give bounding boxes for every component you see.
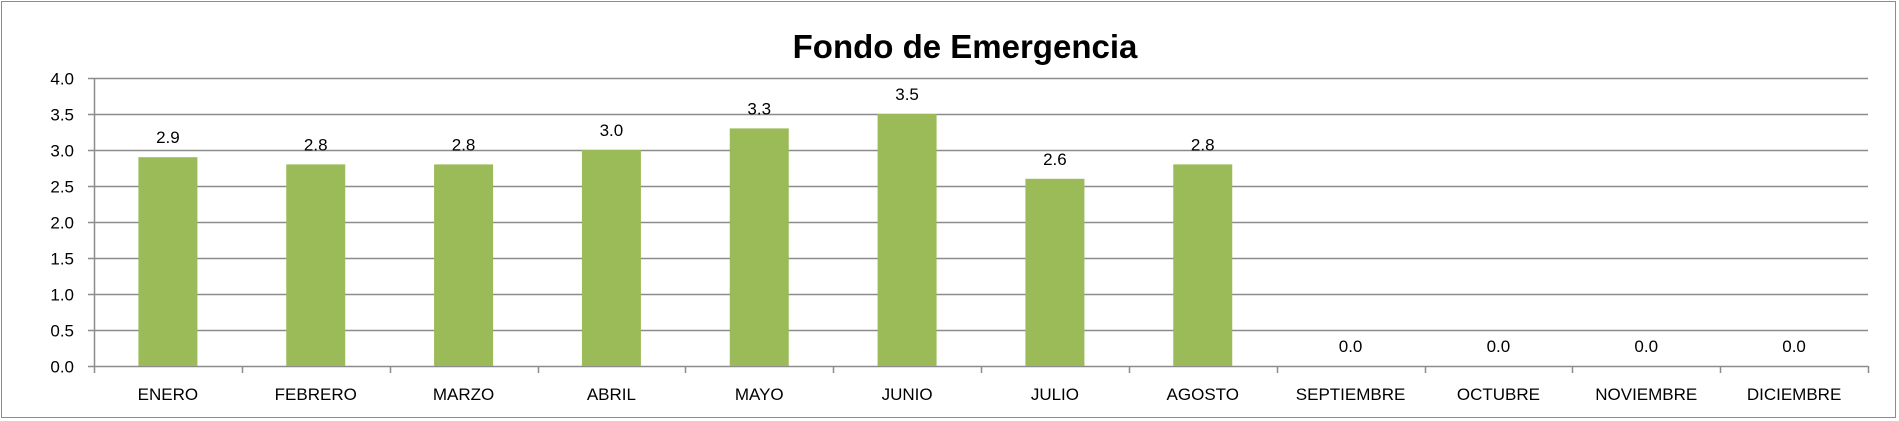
y-tick-label: 3.0	[50, 142, 74, 161]
data-label-noviembre: 0.0	[1634, 337, 1658, 356]
labels: 0.0 0.5 1.0 1.5 2.0 2.5 3.0 3.5 4.0 2.9 ENERO 2.8 FE…	[50, 70, 1841, 405]
x-tick-label-diciembre: DICIEMBRE	[1747, 385, 1841, 404]
y-tick-label: 0.0	[50, 358, 74, 377]
y-tick-label: 2.5	[50, 178, 74, 197]
y-tick-label: 1.0	[50, 286, 74, 305]
bar-agosto	[1173, 164, 1233, 366]
data-label-marzo: 2.8	[452, 135, 476, 154]
x-tick-label-abril: ABRIL	[587, 385, 636, 404]
x-tick-label-enero: ENERO	[138, 385, 198, 404]
data-label-diciembre: 0.0	[1782, 337, 1806, 356]
bar-mayo	[729, 128, 789, 366]
data-label-junio: 3.5	[895, 85, 919, 104]
y-tick-label: 4.0	[50, 70, 74, 89]
bars	[138, 114, 1233, 366]
y-tick-label: 3.5	[50, 106, 74, 125]
x-tick-label-septiembre: SEPTIEMBRE	[1296, 385, 1406, 404]
x-tick-label-febrero: FEBRERO	[275, 385, 357, 404]
bar-enero	[138, 157, 198, 366]
axes	[93, 78, 1870, 373]
bar-junio	[877, 114, 937, 366]
x-tick-label-noviembre: NOVIEMBRE	[1595, 385, 1697, 404]
data-label-septiembre: 0.0	[1339, 337, 1363, 356]
data-label-febrero: 2.8	[304, 135, 328, 154]
data-label-julio: 2.6	[1043, 150, 1067, 169]
x-tick-label-marzo: MARZO	[433, 385, 494, 404]
y-tick-label: 2.0	[50, 214, 74, 233]
x-tick-label-agosto: AGOSTO	[1167, 385, 1239, 404]
grid-lines	[88, 77, 1868, 368]
chart-title: Fondo de Emergencia	[793, 28, 1138, 65]
bar-abril	[581, 150, 641, 366]
x-tick-label-julio: JULIO	[1031, 385, 1079, 404]
data-label-mayo: 3.3	[747, 99, 771, 118]
data-label-agosto: 2.8	[1191, 135, 1215, 154]
data-label-enero: 2.9	[156, 128, 180, 147]
data-label-octubre: 0.0	[1487, 337, 1511, 356]
y-tick-label: 1.5	[50, 250, 74, 269]
bar-julio	[1025, 178, 1085, 366]
x-tick-label-junio: JUNIO	[882, 385, 933, 404]
x-tick-label-octubre: OCTUBRE	[1457, 385, 1540, 404]
y-tick-label: 0.5	[50, 322, 74, 341]
data-label-abril: 3.0	[600, 121, 624, 140]
x-tick-label-mayo: MAYO	[735, 385, 784, 404]
bar-febrero	[286, 164, 346, 366]
bar-marzo	[434, 164, 494, 366]
